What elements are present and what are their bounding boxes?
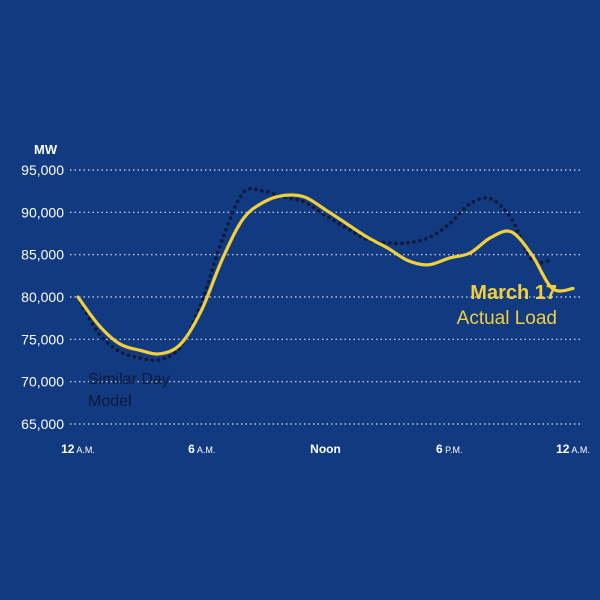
x-tick-label: Noon xyxy=(310,442,341,456)
x-tick-label: 12 A.M. xyxy=(61,442,95,456)
model-annotation-line2: Model xyxy=(88,393,132,410)
x-axis: 12 A.M. 6 A.M. Noon 6 P.M. 12 A.M. xyxy=(61,442,590,456)
actual-load-line xyxy=(76,193,575,356)
actual-annotation-title: March 17 xyxy=(470,282,557,304)
actual-annotation-subtitle: Actual Load xyxy=(457,308,557,329)
y-tick-label: 85,000 xyxy=(21,247,64,263)
y-tick-label: 95,000 xyxy=(21,162,64,178)
y-unit-label: MW xyxy=(34,142,58,157)
grid-layer xyxy=(70,169,583,425)
y-tick-label: 65,000 xyxy=(21,416,64,432)
y-tick-label: 70,000 xyxy=(21,374,64,390)
series-layer xyxy=(76,186,575,363)
y-tick-label: 90,000 xyxy=(21,204,64,220)
x-tick-label: 6 P.M. xyxy=(436,442,463,456)
x-tick-label: 6 A.M. xyxy=(188,442,215,456)
y-tick-label: 75,000 xyxy=(21,331,64,347)
model-annotation-line1: Similar Day xyxy=(88,371,170,388)
similar-day-model-line xyxy=(76,186,555,363)
y-tick-label: 80,000 xyxy=(21,289,64,305)
x-tick-label: 12 A.M. xyxy=(556,442,590,456)
y-axis: 95,000 90,000 85,000 80,000 75,000 70,000 65,0… xyxy=(21,162,64,432)
